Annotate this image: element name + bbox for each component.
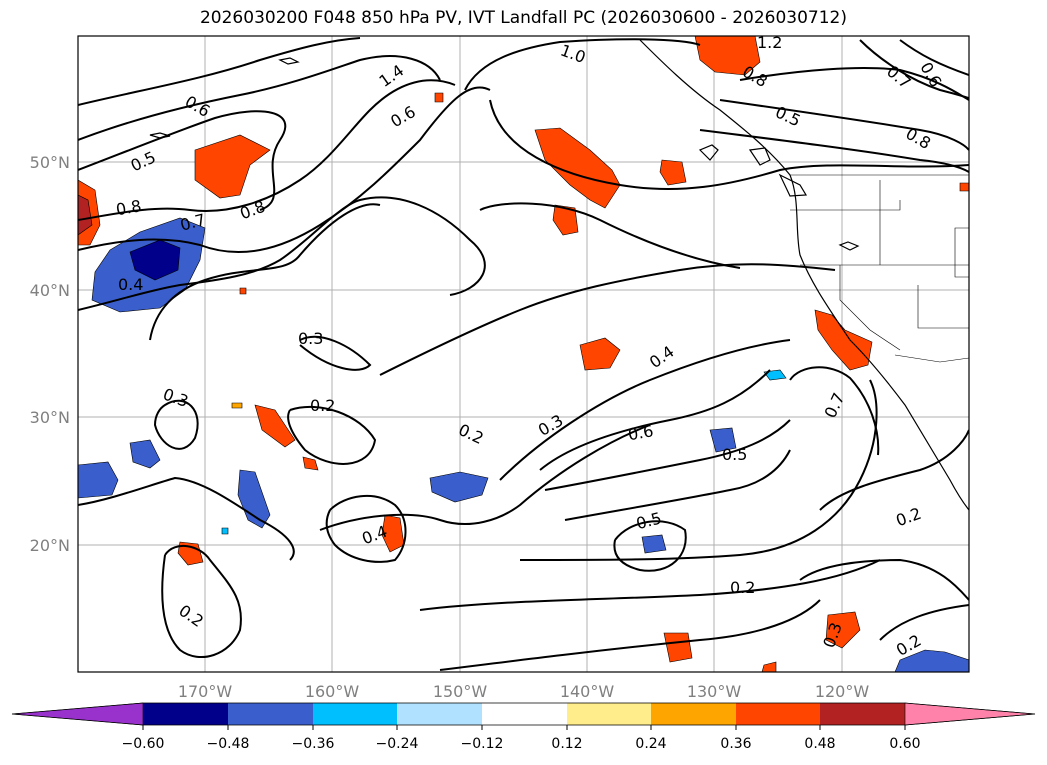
warm-blob (194, 134, 271, 199)
warm-blob (381, 514, 405, 553)
colorbar-segment (820, 703, 905, 725)
warm-blob (579, 337, 621, 371)
contour-label: 0.2 (310, 396, 335, 415)
contour-label: 0.5 (722, 445, 747, 464)
colorbar-segment (143, 703, 228, 725)
cool-blob (129, 439, 161, 469)
colorbar-extend-min (11, 702, 144, 726)
lat-label: 40°N (30, 281, 70, 300)
colorbar-tick-label: −0.48 (207, 736, 250, 752)
colorbar-tick-label: −0.12 (461, 736, 504, 752)
colorbar-tick-label: −0.36 (292, 736, 335, 752)
cool-blob (709, 427, 737, 453)
lat-axis: 50°N 40°N 30°N 20°N (30, 153, 70, 555)
coastline (149, 39, 969, 511)
warm-blob (659, 159, 687, 186)
map-border (77, 35, 970, 673)
cool-blob (429, 471, 489, 503)
colorbar-tick-label: −0.24 (376, 736, 419, 752)
colorbar-segment (651, 703, 736, 725)
lon-label: 170°W (178, 682, 233, 701)
warm-blob (254, 404, 296, 448)
lat-label: 20°N (30, 536, 70, 555)
map-title: 2026030200 F048 850 hPa PV, IVT Landfall… (199, 8, 847, 28)
warm-blob (825, 611, 861, 649)
colorbar: −0.60 −0.48 −0.36 −0.24 −0.12 0.12 0.24 … (11, 702, 1036, 752)
warm-blob (231, 402, 243, 409)
colorbar-tick-label: 0.60 (889, 736, 920, 752)
warm-blob (239, 287, 247, 295)
contour-label: 0.4 (118, 275, 143, 294)
lon-axis: 170°W 160°W 150°W 140°W 130°W 120°W (178, 682, 870, 701)
cool-blob (641, 534, 667, 554)
cool-blob (78, 461, 119, 499)
warm-blob (552, 204, 579, 236)
warm-blob (534, 127, 621, 209)
warm-blob (694, 36, 761, 76)
contour-label: 0.8 (114, 196, 142, 219)
colorbar-tick-label: 0.12 (551, 736, 582, 752)
colorbar-segment (397, 703, 482, 725)
lon-label: 140°W (560, 682, 615, 701)
lat-label: 30°N (30, 408, 70, 427)
colorbar-segment (567, 703, 651, 725)
colorbar-tick-label: 0.36 (720, 736, 751, 752)
state-borders (790, 174, 969, 363)
contour-label: 0.6 (626, 421, 654, 444)
gridlines (78, 36, 969, 672)
contour-label: 0.3 (298, 329, 323, 348)
contour-label: 0.2 (730, 578, 755, 597)
colorbar-segment (482, 703, 567, 725)
lat-label: 50°N (30, 153, 70, 172)
warm-blob (78, 194, 93, 236)
colorbar-tick-label: 0.24 (635, 736, 666, 752)
pv-contours (78, 37, 969, 671)
colorbar-segment (313, 703, 397, 725)
lon-label: 160°W (305, 682, 360, 701)
contour-label: 1.2 (757, 33, 782, 52)
colorbar-tick-label: −0.60 (122, 736, 165, 752)
warm-blob (761, 661, 777, 672)
lon-label: 120°W (815, 682, 870, 701)
cool-blob (221, 527, 229, 535)
warm-blob (959, 182, 969, 192)
lon-label: 130°W (687, 682, 742, 701)
cool-blob (763, 369, 787, 381)
colorbar-segment (228, 703, 313, 725)
colorbar-segment (736, 703, 820, 725)
colorbar-extend-max (904, 702, 1036, 726)
cool-blob (894, 649, 969, 672)
cool-blob (237, 469, 271, 529)
warm-blob (302, 456, 319, 471)
warm-blob (434, 92, 444, 103)
lon-label: 150°W (433, 682, 488, 701)
warm-blob (663, 632, 693, 663)
colorbar-tick-label: 0.48 (804, 736, 835, 752)
